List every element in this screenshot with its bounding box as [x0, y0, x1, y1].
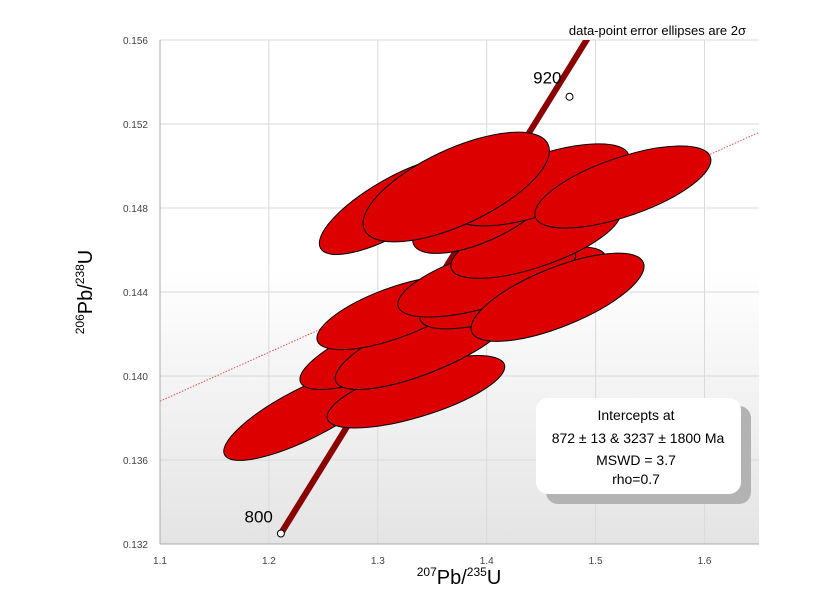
axes: [159, 40, 759, 545]
y-tick-label: 0.152: [123, 120, 148, 131]
x-tick-label: 1.4: [480, 556, 494, 567]
y-tick-label: 0.132: [123, 540, 148, 551]
y-tick-label: 0.136: [123, 456, 148, 467]
rho-value: rho=0.7: [612, 471, 660, 487]
x-tick-labels: 1.1 1.2 1.3 1.4 1.5 1.6: [153, 556, 712, 567]
error-ellipse: [470, 252, 645, 342]
x-tick-label: 1.5: [589, 556, 603, 567]
y-tick-label: 0.148: [123, 204, 148, 215]
results-box-panel: [536, 398, 741, 494]
age-label-920: 920: [533, 69, 561, 88]
intercepts-values: 872 ± 13 & 3237 ± 1800 Ma: [552, 430, 725, 446]
x-tick-label: 1.2: [262, 556, 276, 567]
concordia-segment: [569, 40, 591, 66]
results-box: Intercepts at 872 ± 13 & 3237 ± 1800 Ma …: [536, 398, 751, 504]
intercepts-heading: Intercepts at: [597, 407, 674, 423]
age-markers: [276, 92, 574, 538]
error-ellipse: [534, 145, 712, 229]
y-tick-label: 0.144: [123, 288, 148, 299]
mswd-value: MSWD = 3.7: [596, 452, 676, 468]
error-ellipses: [223, 131, 712, 461]
y-tick-label: 0.156: [123, 36, 148, 47]
x-axis-title: 207Pb/235U: [417, 565, 502, 589]
y-axis-title: 206Pb/238U: [73, 250, 97, 335]
age-label-800: 800: [245, 508, 273, 527]
age-marker-920: [565, 92, 574, 101]
concordia-segment: [278, 428, 348, 536]
age-labels: 800 920: [245, 69, 562, 527]
x-tick-label: 1.3: [371, 556, 385, 567]
y-tick-label: 0.140: [123, 372, 148, 383]
age-marker-800: [276, 529, 285, 538]
concordia-curve: [278, 40, 591, 536]
y-tick-labels: 0.132 0.136 0.140 0.144 0.148 0.152 0.156: [123, 36, 148, 551]
error-ellipse: [362, 131, 550, 243]
x-tick-label: 1.1: [153, 556, 167, 567]
error-ellipse-note: data-point error ellipses are 2σ: [569, 23, 746, 38]
x-tick-label: 1.6: [698, 556, 712, 567]
